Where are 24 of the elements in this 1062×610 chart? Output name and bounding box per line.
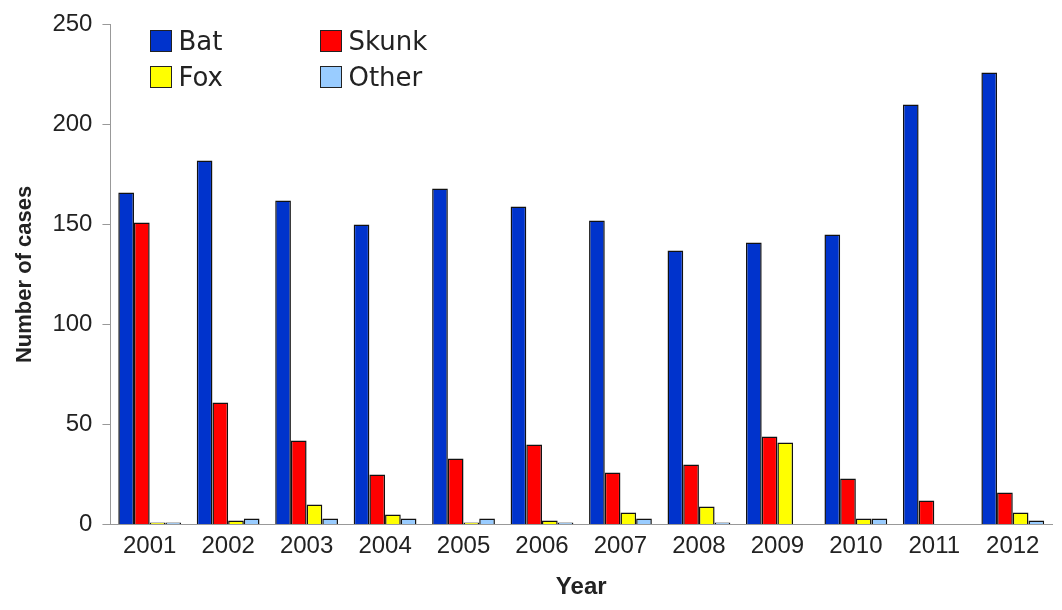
x-tick-label: 2002 (201, 531, 255, 559)
x-tick-label: 2001 (122, 531, 177, 559)
x-axis-title: Year (555, 572, 607, 600)
x-tick-label: 2009 (750, 531, 805, 559)
x-tick-label: 2007 (593, 531, 648, 559)
y-tick-label: 150 (52, 209, 93, 237)
x-tick-label: 2003 (279, 531, 334, 559)
y-tick-label: 200 (52, 109, 93, 137)
x-tick-label: 2011 (908, 531, 961, 559)
legend-label: Other (348, 62, 423, 93)
legend-label: Fox (178, 62, 223, 93)
y-tick-label: 50 (65, 409, 93, 437)
legend-label: Bat (178, 26, 223, 57)
x-tick-label: 2006 (515, 531, 569, 559)
x-tick-label: 2010 (829, 531, 883, 559)
y-axis-title: Number of cases (11, 185, 37, 364)
x-tick-label: 2012 (986, 531, 1040, 559)
y-tick-label: 0 (79, 509, 93, 537)
x-tick-label: 2005 (436, 531, 491, 559)
legend-label: Skunk (348, 26, 428, 57)
x-tick-label: 2004 (358, 531, 412, 559)
x-tick-label: 2008 (672, 531, 726, 559)
y-tick-label: 100 (52, 309, 93, 337)
y-tick-label: 250 (52, 9, 93, 37)
